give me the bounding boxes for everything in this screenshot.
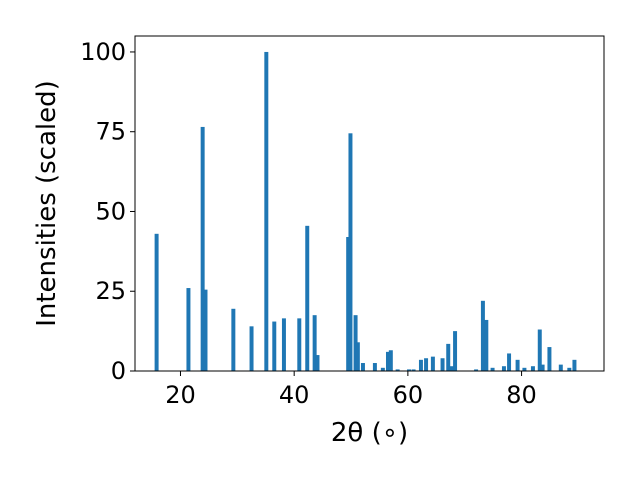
y-tick-label: 50 — [95, 197, 126, 225]
bar — [186, 288, 191, 371]
bar — [446, 343, 451, 371]
bar — [547, 347, 552, 371]
bar — [355, 342, 360, 371]
bar — [348, 133, 353, 371]
bar — [484, 319, 489, 371]
plot-frame — [134, 35, 605, 372]
bar — [281, 318, 286, 371]
y-tick-label: 75 — [95, 118, 126, 146]
bar — [272, 321, 277, 371]
y-tick-label: 25 — [95, 277, 126, 305]
bar — [372, 363, 377, 371]
x-tick-label: 20 — [165, 381, 196, 409]
bar — [430, 356, 435, 371]
x-tick-label: 80 — [506, 381, 537, 409]
x-tick-label: 40 — [279, 381, 310, 409]
x-tick-label: 60 — [393, 381, 424, 409]
y-axis: 0 25 50 75 100 — [80, 38, 135, 385]
bar — [440, 358, 445, 371]
bar — [305, 225, 310, 371]
bar — [490, 367, 495, 371]
bar — [380, 367, 385, 371]
bar — [200, 126, 205, 372]
bar — [424, 358, 429, 371]
bar — [522, 367, 527, 371]
y-tick-label: 100 — [80, 38, 126, 66]
y-axis-label: Intensities (scaled) — [32, 80, 62, 327]
bar — [558, 364, 563, 371]
bar — [231, 308, 236, 371]
bar — [480, 300, 485, 371]
bar — [264, 51, 269, 371]
bar — [507, 353, 512, 371]
bar — [474, 369, 479, 371]
bar — [203, 289, 208, 371]
bar — [312, 315, 317, 371]
bar — [346, 237, 351, 371]
bar — [567, 367, 572, 371]
bar — [154, 233, 159, 371]
bar — [411, 369, 416, 371]
bar — [530, 366, 535, 371]
bar — [449, 366, 454, 371]
bar — [418, 359, 423, 371]
bar — [388, 350, 393, 371]
x-axis: 20 40 60 80 — [165, 371, 537, 409]
x-axis-label: 2θ (∘) — [331, 418, 408, 448]
y-tick-label: 0 — [111, 357, 126, 385]
bar — [501, 366, 506, 371]
bar — [395, 369, 400, 371]
bar — [407, 369, 411, 371]
bar — [249, 326, 254, 371]
bar-series — [154, 51, 577, 372]
bar — [572, 359, 577, 371]
bar — [360, 363, 365, 371]
bar — [315, 355, 320, 371]
bar — [385, 351, 390, 371]
bar — [515, 359, 520, 371]
bar — [297, 318, 302, 371]
bar — [453, 331, 458, 371]
bar — [353, 315, 358, 371]
bar — [537, 329, 542, 371]
bar — [540, 364, 545, 371]
